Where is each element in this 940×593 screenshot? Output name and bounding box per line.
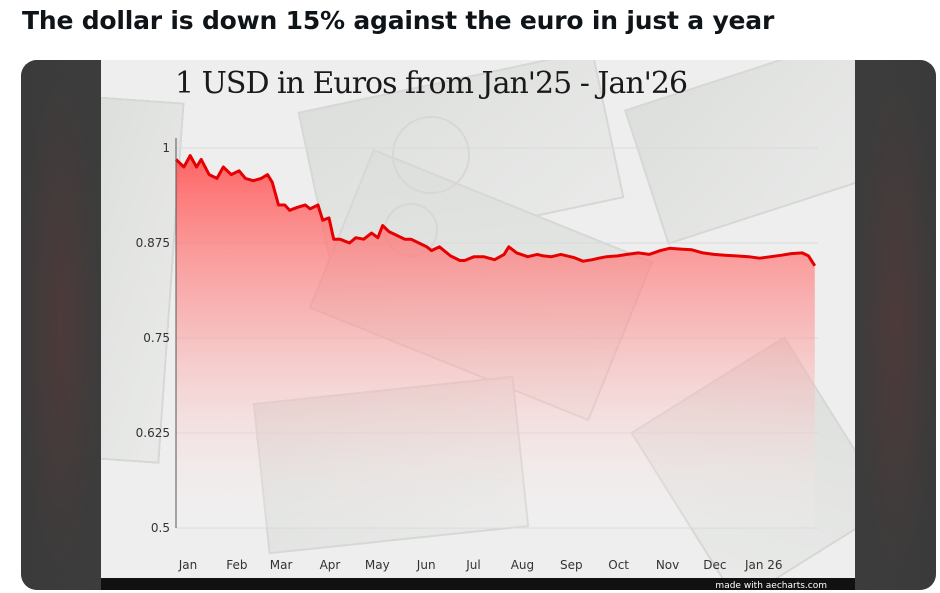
post-headline: The dollar is down 15% against the euro …	[22, 6, 775, 35]
y-tick-label: 1	[162, 141, 170, 155]
footer-credit: made with aecharts.com	[715, 581, 827, 590]
x-tick-label: Nov	[656, 558, 679, 572]
tick-labels: 1 0.875 0.75 0.625 0.5 Jan Feb Mar Apr May Jun Jul A…	[136, 141, 783, 572]
x-tick-label: Feb	[226, 558, 247, 572]
x-tick-label: Oct	[608, 558, 629, 572]
chart-plot: 1 0.875 0.75 0.625 0.5 Jan Feb Mar Apr May Jun Jul A…	[136, 138, 818, 572]
x-tick-label: Mar	[270, 558, 293, 572]
series-area-fill	[176, 155, 815, 528]
x-tick-label: Sep	[560, 558, 583, 572]
x-tick-label: May	[365, 558, 390, 572]
series-line	[174, 154, 817, 267]
x-tick-label: Jul	[465, 558, 480, 572]
y-tick-label: 0.75	[143, 331, 170, 345]
y-tick-label: 0.5	[151, 521, 170, 535]
y-tick-label: 0.875	[136, 236, 170, 250]
y-tick-label: 0.625	[136, 426, 170, 440]
footer-bar: made with aecharts.com	[101, 578, 855, 590]
x-tick-label: Jan	[178, 558, 198, 572]
chart-title: 1 USD in Euros from Jan'25 - Jan'26	[175, 66, 688, 101]
x-tick-label: Jun	[416, 558, 436, 572]
x-tick-label: Dec	[703, 558, 726, 572]
x-tick-label: Apr	[320, 558, 341, 572]
chart-card: 1 USD in Euros from Jan'25 - Jan'26 1 0.8…	[101, 60, 855, 590]
x-tick-label: Jan 26	[744, 558, 783, 572]
area-layer	[174, 154, 817, 528]
x-tick-label: Aug	[511, 558, 534, 572]
